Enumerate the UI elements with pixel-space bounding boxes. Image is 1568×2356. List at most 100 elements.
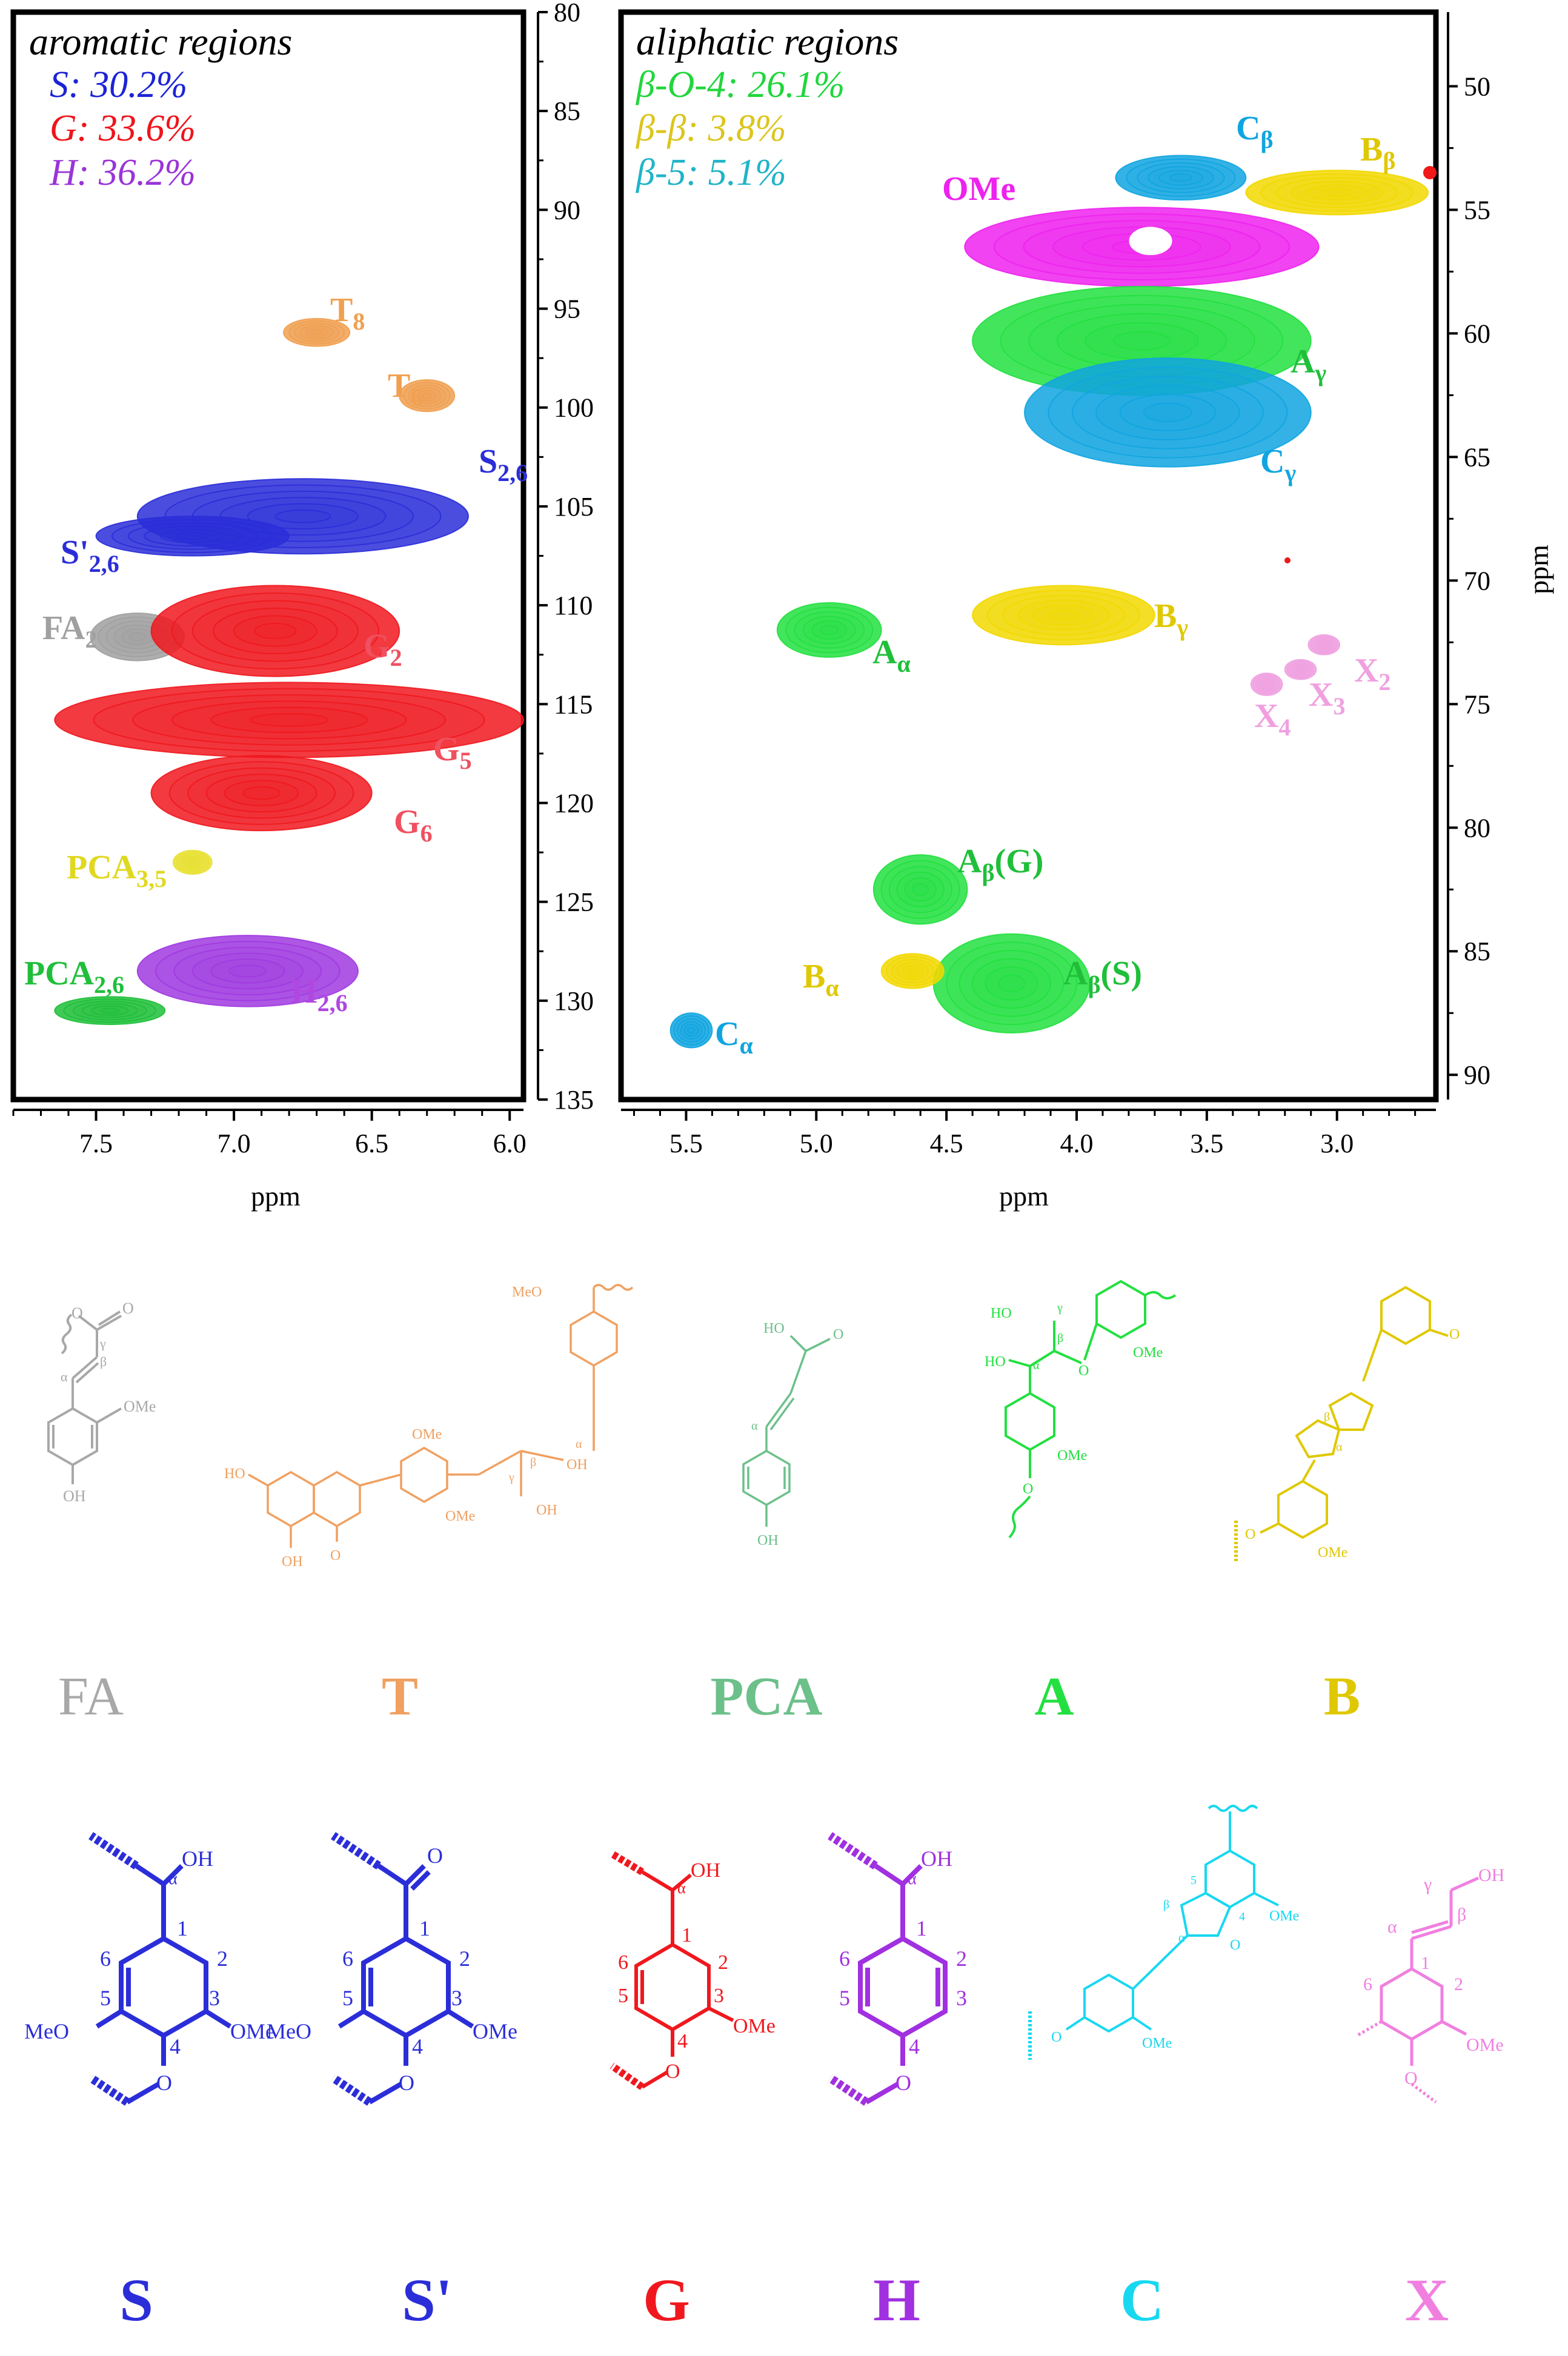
peak-contour — [1291, 181, 1383, 205]
peak-label-sub: β — [1260, 126, 1273, 153]
peak-label-sub: 3,5 — [136, 865, 167, 892]
b-bond-4 — [1260, 1522, 1279, 1534]
aromatic-title: aromatic regions — [29, 20, 292, 63]
peak-label-sub: 6 — [420, 820, 433, 847]
aliphatic-small-dot — [1284, 557, 1291, 563]
peak-s-2-6 — [95, 516, 290, 557]
t-bond-bc — [359, 1473, 402, 1487]
peak-contour — [1306, 184, 1368, 201]
a-beta: β — [1057, 1332, 1063, 1345]
x-n1: 1 — [1421, 1953, 1430, 1973]
x-bond-2 — [1411, 1925, 1452, 1940]
t-alpha: α — [576, 1438, 582, 1451]
peak-contour — [687, 1027, 696, 1034]
peak-contour — [422, 392, 433, 399]
structure-x — [1356, 1876, 1480, 2103]
a-wavy-1 — [1008, 1495, 1031, 1539]
peak-label-main: PCA — [67, 849, 137, 886]
peak-c- — [1115, 154, 1247, 201]
peak-contour — [972, 958, 1052, 1009]
y-tick-label: 125 — [554, 888, 594, 917]
y-tick-label: 85 — [1464, 937, 1490, 966]
peak-contour — [902, 964, 924, 978]
peak-contour — [1169, 173, 1192, 182]
t-ome-1: OMe — [412, 1427, 442, 1442]
s-alpha: α — [168, 1870, 178, 1888]
peak-contour — [811, 620, 848, 640]
peak-contour — [305, 327, 328, 338]
peak-label-sub: 8 — [353, 308, 365, 335]
x-tick-label: 3.5 — [1190, 1129, 1223, 1158]
annotation-h-percent: H: 36.2% — [49, 152, 196, 193]
peak-contour — [249, 713, 329, 727]
g-n2: 2 — [718, 1951, 728, 1974]
peak-label-main: B — [803, 958, 825, 995]
peak-contour — [247, 503, 359, 529]
fa-carbonyl-2 — [98, 1310, 121, 1326]
peak-contour — [1148, 165, 1214, 190]
g-bond-o — [641, 2070, 669, 2089]
s-ome: OMe — [230, 2019, 275, 2043]
structure-a — [1005, 1279, 1177, 1539]
peak-contour — [896, 871, 945, 908]
fa-ome-label: OMe — [124, 1398, 156, 1415]
peak-label-sub: γ — [1284, 459, 1296, 486]
peak-label: T8 — [330, 291, 365, 335]
peak-contour — [136, 935, 359, 1007]
peak-contour — [212, 607, 338, 655]
structure-pca — [742, 1335, 831, 1527]
peak-contour — [972, 585, 1155, 646]
peak-label: S2,6 — [479, 443, 528, 486]
sp-n2: 2 — [459, 1946, 470, 1971]
peak-contour — [1253, 674, 1281, 694]
peak-contour — [288, 320, 345, 345]
peak-contour — [1032, 605, 1095, 626]
b-furan-1 — [1328, 1392, 1374, 1431]
ome-center-hole — [1129, 227, 1172, 256]
c-bond-ome-2 — [1132, 2016, 1152, 2031]
peak-label: Bγ — [1154, 597, 1188, 641]
c-bond-1 — [1132, 1934, 1189, 1990]
peak-contour — [54, 996, 166, 1025]
annotation-b-5-percent: β-5: 5.1% — [636, 152, 786, 193]
peak-a- — [776, 602, 882, 658]
peak-contour — [171, 700, 407, 740]
peak-label: Cα — [715, 1015, 753, 1059]
peak-contour — [912, 883, 929, 896]
peak-label-main: T — [388, 367, 410, 405]
g-alpha: α — [677, 1879, 686, 1897]
structure-label-g: G — [643, 2266, 690, 2334]
y-tick-label: 85 — [554, 96, 580, 126]
c-beta: β — [1163, 1898, 1169, 1911]
b-bond-1 — [1362, 1329, 1383, 1382]
peak-label-sub: 2,6 — [317, 989, 348, 1017]
structure-g — [610, 1850, 734, 2090]
t-gamma: γ — [508, 1471, 514, 1484]
peak-label-sub: 2 — [390, 644, 402, 671]
peak-contour — [888, 866, 952, 914]
aromatic-frame — [10, 9, 527, 1103]
peak-b- — [1245, 170, 1429, 216]
t-oh-gamma: OH — [536, 1502, 557, 1518]
aromatic-y-ticks: 80 85 90 95 100 105 110 115 120 125 130 135 — [538, 0, 594, 1115]
peak-contour — [1320, 642, 1327, 648]
h-ring — [858, 1936, 948, 2039]
peak-contour — [210, 706, 368, 734]
annotation-s-percent: S: 30.2% — [50, 64, 187, 105]
g-wavy-bottom — [610, 2063, 645, 2090]
pca-ring — [742, 1449, 791, 1507]
peak-contour — [403, 382, 451, 410]
a-ring-2 — [1095, 1279, 1146, 1339]
peak-contour — [205, 774, 317, 813]
peak-contour — [683, 1024, 699, 1037]
peak-g5 — [54, 682, 524, 758]
structure-label-fa: FA — [58, 1667, 124, 1727]
structure-t — [248, 1284, 634, 1548]
s-wavy-bottom — [88, 2074, 130, 2106]
a-gamma: γ — [1057, 1301, 1063, 1315]
peak-contour — [1263, 682, 1270, 687]
peak-label-main: X — [1354, 652, 1378, 689]
peak-contour — [310, 329, 323, 336]
peak-contour — [90, 1005, 129, 1016]
